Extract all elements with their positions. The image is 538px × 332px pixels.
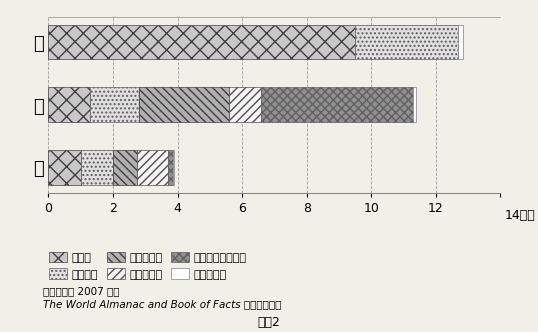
Bar (229, 87, 261, 122)
Bar (139, 87, 229, 122)
Text: The World Almanac and Book of Facts により作成。: The World Almanac and Book of Facts により作… (43, 299, 281, 309)
Text: 統計年次は 2007 年。: 統計年次は 2007 年。 (43, 286, 119, 296)
Bar (48, 150, 81, 185)
Bar (48, 25, 355, 59)
Bar (261, 87, 413, 122)
Legend: アジア, アフリカ, ヨーロッパ, 北アメリカ, 中央・南アメリカ, オセアニア: アジア, アフリカ, ヨーロッパ, 北アメリカ, 中央・南アメリカ, オセアニア (45, 247, 251, 284)
Bar (458, 25, 463, 59)
Bar (48, 87, 90, 122)
Bar (168, 150, 173, 185)
Bar (355, 25, 458, 59)
Bar (81, 150, 113, 185)
Bar (90, 87, 139, 122)
Bar (173, 150, 174, 185)
Bar (137, 150, 168, 185)
Text: 14億人: 14億人 (505, 209, 535, 222)
Bar (113, 150, 137, 185)
Text: 図　2: 図 2 (258, 316, 280, 329)
Bar (413, 87, 416, 122)
